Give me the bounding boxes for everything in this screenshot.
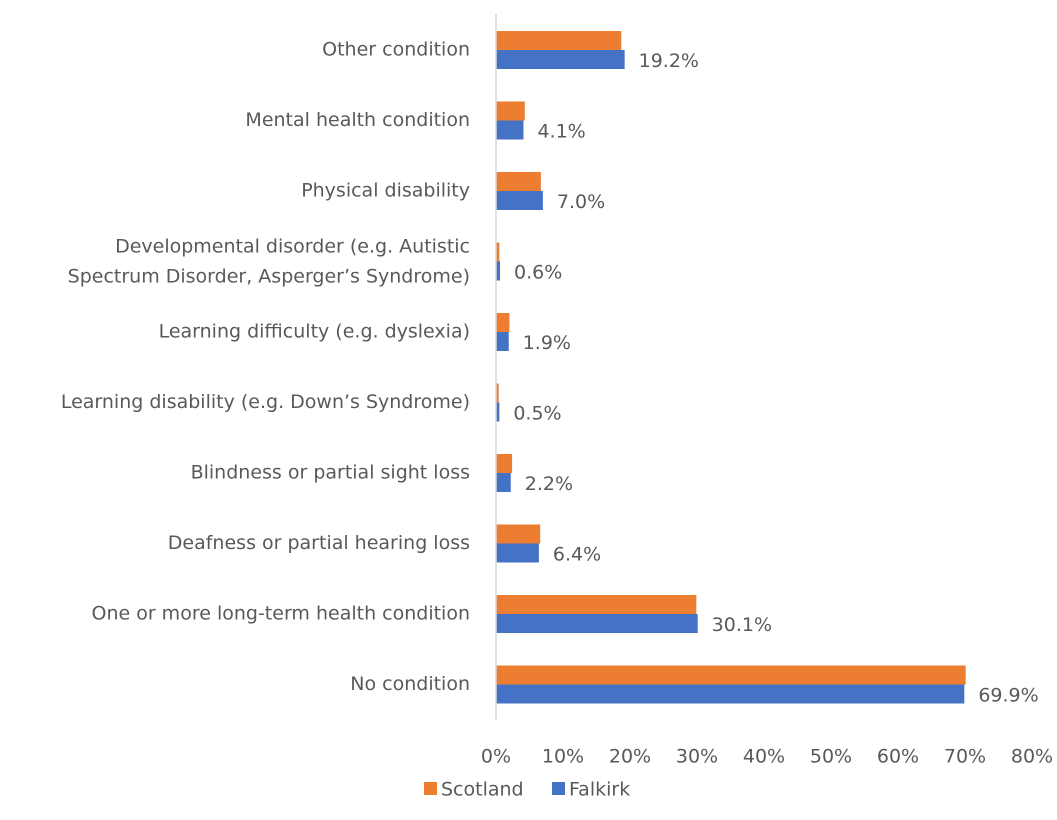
bar bbox=[496, 402, 500, 422]
x-tick-label: 50% bbox=[810, 746, 852, 768]
bar bbox=[496, 473, 511, 492]
bar bbox=[496, 684, 965, 704]
x-tick-label: 60% bbox=[877, 746, 919, 768]
bar bbox=[496, 242, 500, 262]
category-label: Developmental disorder (e.g. Autistic Spe… bbox=[68, 235, 470, 287]
bar bbox=[496, 313, 510, 332]
bar bbox=[496, 120, 524, 140]
category-label: Deafness or partial hearing loss bbox=[168, 532, 470, 554]
value-label: 0.5% bbox=[513, 403, 561, 425]
category-label: Learning difficulty (e.g. dyslexia) bbox=[159, 321, 470, 343]
value-label: 0.6% bbox=[514, 262, 562, 284]
category-label: Learning disability (e.g. Down’s Syndrom… bbox=[61, 391, 470, 413]
x-tick-label: 0% bbox=[481, 746, 511, 768]
category-label: Physical disability bbox=[301, 180, 470, 202]
value-label: 7.0% bbox=[557, 191, 605, 213]
value-label: 2.2% bbox=[525, 473, 573, 495]
bar bbox=[496, 191, 543, 210]
bar bbox=[496, 172, 541, 191]
legend-swatch bbox=[552, 782, 565, 795]
bar bbox=[496, 454, 513, 473]
value-label: 30.1% bbox=[712, 614, 772, 636]
category-label: Blindness or partial sight loss bbox=[191, 462, 470, 484]
category-label: Mental health condition bbox=[245, 109, 470, 131]
value-label: 1.9% bbox=[523, 332, 571, 354]
bar bbox=[496, 543, 539, 563]
x-tick-label: 70% bbox=[944, 746, 986, 768]
value-label: 4.1% bbox=[537, 121, 585, 143]
category-label: Other condition bbox=[322, 39, 470, 61]
x-tick-label: 10% bbox=[542, 746, 584, 768]
value-label: 19.2% bbox=[639, 50, 699, 72]
bar bbox=[496, 524, 541, 544]
bar bbox=[496, 261, 501, 281]
category-label: One or more long-term health condition bbox=[91, 603, 470, 625]
bar bbox=[496, 332, 509, 351]
value-label: 69.9% bbox=[978, 685, 1038, 707]
bar bbox=[496, 383, 499, 403]
bar bbox=[496, 595, 697, 614]
legend-swatch bbox=[424, 782, 437, 795]
bar bbox=[496, 665, 966, 685]
legend-label: Scotland bbox=[441, 779, 524, 801]
bar bbox=[496, 614, 698, 633]
bar bbox=[496, 31, 622, 50]
category-label: No condition bbox=[350, 673, 470, 695]
x-tick-label: 20% bbox=[609, 746, 651, 768]
x-tick-label: 40% bbox=[743, 746, 785, 768]
value-label: 6.4% bbox=[553, 544, 601, 566]
legend-label: Falkirk bbox=[569, 779, 630, 801]
x-tick-label: 30% bbox=[676, 746, 718, 768]
x-tick-label: 80% bbox=[1011, 746, 1053, 768]
bar bbox=[496, 50, 625, 69]
bar bbox=[496, 101, 525, 121]
